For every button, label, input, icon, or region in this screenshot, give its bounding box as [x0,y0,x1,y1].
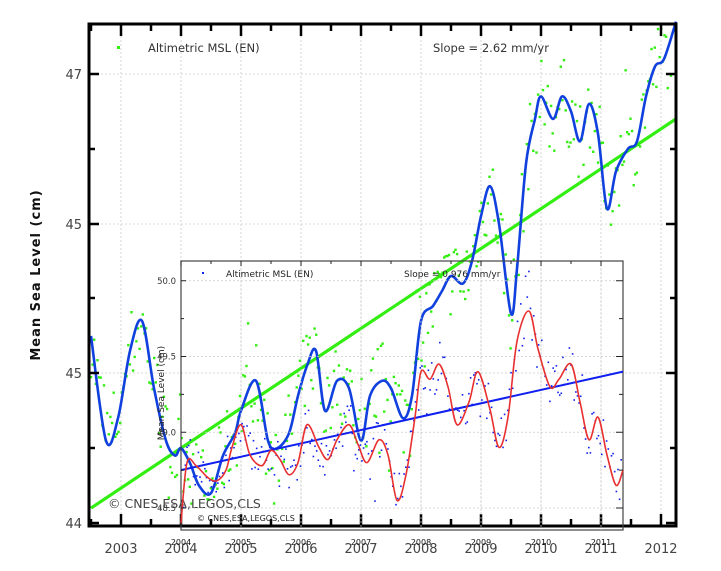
inset-x-tick-label: 2004 [171,538,191,547]
main-y-tick-label: 45 [65,367,82,382]
main-y-tick-label: 47 [65,68,82,83]
main-smoothed-line [89,21,678,497]
main-legend-label: Altimetric MSL (EN) [148,41,260,55]
main-x-tick-label: 2012 [644,542,677,557]
inset-chart: 50.049.549.048.5 2004 2005 2006 2007 2008 200… [157,260,624,547]
inset-grid [181,261,623,530]
inset-slope-annotation: Slope = 0.976 mm/yr [404,270,501,280]
inset-x-tick-label: 2011 [591,538,611,547]
inset-y-axis-label: Mean Sea Level (cm) [157,346,167,440]
inset-x-tick-labels: 2004 2005 2006 2007 2008 2009 2010 2011 [171,538,611,547]
inset-y-tick-labels: 50.0 49.5 49.0 48.5 [157,277,176,514]
inset-x-tick-label: 2005 [231,538,251,547]
inset-y-tick-label: 49.0 [157,428,176,438]
main-x-tick-label: 2009 [464,542,497,557]
inset-y-tick-label: 48.5 [157,504,176,514]
inset-smoothed-line [180,310,624,524]
inset-legend-marker [202,272,204,274]
inset-x-tick-label: 2009 [471,538,491,547]
inset-x-tick-label: 2010 [531,538,551,547]
main-copyright: © CNES,ESA,LEGOS,CLS [108,496,261,511]
inset-x-tick-label: 2006 [291,538,311,547]
inset-y-tick-label: 49.5 [157,353,176,363]
main-grid [89,24,676,526]
inset-y-tick-label: 50.0 [157,277,176,287]
main-slope-annotation: Slope = 2.62 mm/yr [433,41,549,55]
main-y-axis-label: Mean Sea Level (cm) [29,189,44,360]
main-x-tick-label: 2004 [164,542,197,557]
main-x-tick-label: 2011 [584,542,617,557]
inset-copyright: © CNES,ESA,LEGOS,CLS [197,514,295,523]
inset-legend-label: Altimetric MSL (EN) [226,270,313,280]
main-y-tick-labels: 47 45 45 44 [65,68,82,532]
main-ticks [89,24,676,526]
main-y-tick-label: 45 [65,218,82,233]
main-x-tick-label: 2008 [404,542,437,557]
main-x-tick-label: 2010 [524,542,557,557]
main-x-tick-label: 2003 [104,542,137,557]
main-trend-line [90,117,677,510]
main-x-tick-label: 2006 [284,542,317,557]
inset-x-tick-label: 2008 [411,538,431,547]
main-y-tick-label: 44 [65,517,82,532]
inset-trend-line [180,370,624,472]
inset-background [180,260,624,531]
main-x-tick-label: 2005 [224,542,257,557]
main-axes-frame [87,22,678,528]
main-x-tick-labels: 2003 2004 2005 2006 2007 2008 2009 2010 2011 2012 [104,542,677,557]
inset-ticks [180,261,623,509]
inset-x-tick-label: 2007 [351,538,371,547]
main-legend-marker [117,46,120,49]
main-data-points [89,27,673,505]
main-x-tick-label: 2007 [344,542,377,557]
